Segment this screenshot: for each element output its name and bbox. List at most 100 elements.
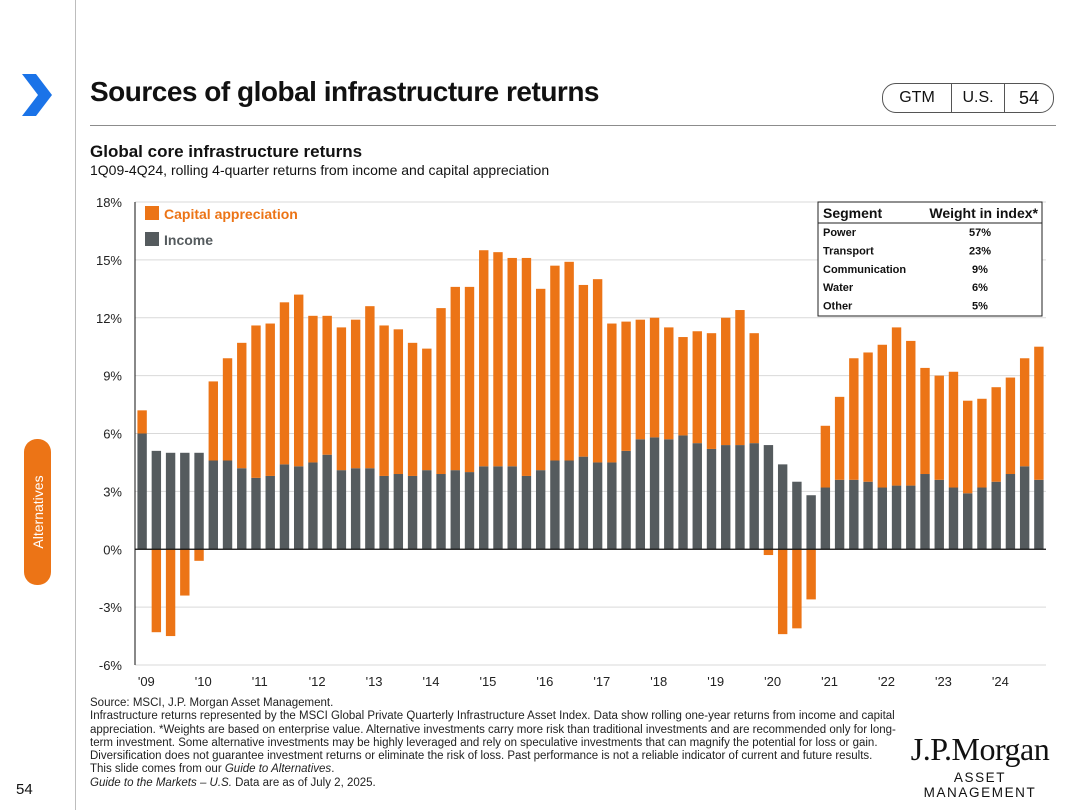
y-tick-label: 6% [103,427,122,442]
capital-appreciation-bar [208,381,218,461]
income-bar [507,466,517,550]
income-bar [535,470,546,550]
income-bar [1034,479,1044,550]
income-bar [607,462,617,550]
capital-appreciation-bar [308,315,318,463]
capital-appreciation-bar [721,317,731,446]
income-bar [948,487,959,550]
capital-appreciation-bar [777,549,788,635]
capital-appreciation-bar [806,549,816,600]
logo-wordmark: J.P.Morgan [910,731,1050,767]
income-bar [763,445,774,550]
x-tick-label: '14 [423,674,440,689]
income-bar [180,452,190,550]
capital-appreciation-bar [664,327,674,440]
capital-appreciation-bar [635,319,646,440]
capital-appreciation-bar [507,257,517,467]
income-bar [706,448,717,550]
capital-appreciation-bar [948,371,959,488]
income-bar [365,468,375,550]
income-bar [279,464,290,550]
capital-appreciation-bar [265,323,275,476]
income-bar [735,445,745,550]
date-note: Guide to the Markets – U.S. Data are as … [90,777,898,790]
income-bar [692,443,702,550]
income-bar [450,470,460,550]
x-tick-label: '12 [309,674,326,689]
table-cell-segment: Communication [823,264,906,276]
guide-name: Guide to Alternatives [224,763,332,776]
income-bar [493,466,503,550]
legend-swatch-capital [145,206,159,220]
income-bar [1019,466,1030,550]
y-tick-label: -3% [99,600,123,615]
page-title: Sources of global infrastructure returns [90,76,600,107]
capital-appreciation-bar [365,306,375,469]
income-bar [564,460,574,550]
income-bar [721,445,731,550]
income-bar [479,466,489,550]
table-cell-weight: 5% [972,301,988,313]
income-bar [436,474,446,550]
table-cell-weight: 57% [969,227,991,239]
x-tick-label: '20 [764,674,781,689]
income-bar [550,460,560,550]
capital-appreciation-bar [592,279,603,463]
x-tick-label: '11 [252,674,268,689]
left-divider-line [75,0,76,810]
capital-appreciation-bar [692,331,702,444]
income-bar [621,450,631,550]
capital-appreciation-bar [1034,346,1044,480]
capital-appreciation-bar [991,387,1001,482]
capital-appreciation-bar [407,342,418,476]
capital-appreciation-bar [194,549,204,561]
capital-appreciation-bar [1005,377,1016,475]
table-cell-segment: Other [823,301,853,313]
income-bar [308,462,318,550]
income-bar [137,433,147,550]
capital-appreciation-bar [977,398,987,488]
capital-appreciation-bar [934,375,944,480]
capital-appreciation-bar [621,321,631,451]
x-tick-label: '16 [536,674,553,689]
capital-appreciation-bar [450,286,460,471]
capital-appreciation-bar [222,358,233,461]
capital-appreciation-bar [749,333,759,444]
income-bar [749,443,759,550]
capital-appreciation-bar [151,549,162,633]
section-tab-alternatives[interactable]: Alternatives [24,439,51,585]
income-bar [664,439,674,550]
x-tick-label: '13 [366,674,383,689]
income-bar [820,487,831,550]
y-tick-label: 18% [96,195,122,210]
y-tick-label: 9% [103,369,122,384]
income-bar [293,466,304,550]
capital-appreciation-bar [564,261,574,461]
income-bar [521,475,532,550]
logo-subtitle: ASSET MANAGEMENT [923,770,1037,800]
income-bar [792,481,802,550]
capital-appreciation-bar [834,396,845,480]
income-bar [578,456,589,550]
x-tick-label: '09 [138,674,155,689]
y-tick-label: 15% [96,253,122,268]
income-bar [393,474,404,550]
x-tick-label: '21 [821,674,838,689]
capital-appreciation-bar [535,288,546,471]
capital-appreciation-bar [422,348,432,471]
income-bar [265,475,275,550]
capital-appreciation-bar [251,325,261,478]
source-note: Source: MSCI, J.P. Morgan Asset Manageme… [90,697,334,709]
income-bar [877,487,888,550]
x-tick-label: '10 [195,674,212,689]
chart-title: Global core infrastructure returns [90,142,363,161]
x-tick-label: '18 [650,674,667,689]
income-bar [222,460,233,550]
y-tick-label: 0% [103,542,122,557]
income-bar [194,452,204,550]
income-bar [963,493,973,550]
income-bar [407,475,418,550]
infrastructure-returns-chart: -6% -3% 0% 3% 6% 9% 12% 15% 18% '09 '10 '11 '12 '13 '1… [96,195,1046,689]
capital-appreciation-bar [678,337,688,436]
income-bar [336,470,347,550]
